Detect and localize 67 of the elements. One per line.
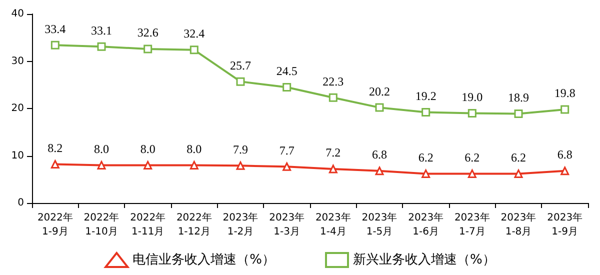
data-label: 8.0 bbox=[186, 142, 202, 156]
y-tick-label: 20 bbox=[11, 103, 24, 114]
data-label: 33.4 bbox=[44, 22, 66, 36]
data-label: 32.4 bbox=[184, 26, 205, 41]
point bbox=[375, 103, 384, 112]
point bbox=[97, 160, 106, 170]
data-label: 25.7 bbox=[230, 58, 251, 72]
data-label: 7.7 bbox=[279, 143, 294, 158]
point bbox=[190, 160, 198, 170]
data-label: 32.6 bbox=[137, 26, 158, 40]
data-label: 6.2 bbox=[418, 150, 434, 164]
data-label: 24.5 bbox=[276, 64, 298, 78]
data-label: 8.2 bbox=[48, 141, 63, 156]
legend-label: 新兴业务收入增速（%） bbox=[353, 252, 496, 268]
data-label: 22.3 bbox=[322, 74, 344, 88]
point bbox=[282, 162, 292, 171]
y-tick-label: 30 bbox=[11, 56, 24, 67]
point bbox=[422, 108, 430, 117]
point bbox=[328, 164, 338, 174]
point bbox=[514, 169, 523, 178]
data-label: 8.0 bbox=[140, 142, 156, 156]
point bbox=[144, 160, 152, 170]
point bbox=[190, 46, 198, 54]
data-label: 19.2 bbox=[415, 89, 436, 104]
x-tick-label: 2022年 1-10月 bbox=[84, 212, 120, 238]
point bbox=[422, 169, 430, 178]
x-tick-label: 2023年 1-4月 bbox=[315, 212, 351, 238]
data-label: 19.0 bbox=[462, 90, 483, 104]
point bbox=[514, 109, 523, 118]
point bbox=[236, 161, 245, 170]
point bbox=[375, 166, 384, 176]
data-label: 19.8 bbox=[554, 86, 576, 100]
y-tick-label: 10 bbox=[11, 150, 24, 162]
data-label: 6.2 bbox=[464, 150, 480, 164]
x-tick-label: 2023年 1-5月 bbox=[362, 212, 398, 238]
y-tick-label: 40 bbox=[11, 8, 24, 20]
x-tick-label: 2023年 1-8月 bbox=[500, 212, 536, 238]
x-tick-label: 2023年 1-9月 bbox=[547, 212, 583, 238]
data-label: 18.9 bbox=[508, 90, 529, 104]
data-label: 6.2 bbox=[511, 150, 526, 164]
point bbox=[236, 77, 245, 86]
x-tick-label: 2023年 1-7月 bbox=[454, 212, 490, 238]
point bbox=[560, 105, 570, 114]
data-label: 8.0 bbox=[94, 142, 109, 156]
x-tick-label: 2023年 1-3月 bbox=[269, 212, 305, 238]
point bbox=[50, 160, 60, 169]
x-tick-label: 2022年 1-11月 bbox=[130, 212, 166, 238]
x-tick-label: 2023年 1-6月 bbox=[408, 212, 444, 238]
point bbox=[468, 169, 476, 178]
data-label: 6.8 bbox=[372, 148, 387, 162]
y-tick-label: 0 bbox=[18, 198, 24, 208]
data-label: 33.1 bbox=[91, 23, 112, 38]
x-tick-label: 2023年 1-2月 bbox=[222, 212, 258, 238]
point bbox=[282, 82, 292, 92]
x-tick-label: 2022年 1-9月 bbox=[37, 212, 73, 238]
point bbox=[144, 44, 152, 54]
legend-label: 电信业务收入增速（%） bbox=[132, 252, 276, 268]
point bbox=[50, 40, 60, 50]
data-label: 7.9 bbox=[233, 142, 248, 156]
point bbox=[97, 42, 106, 51]
point bbox=[560, 166, 570, 176]
point bbox=[328, 93, 338, 102]
x-tick-label: 2022年 1-12月 bbox=[176, 212, 212, 238]
data-label: 7.2 bbox=[326, 146, 341, 160]
data-label: 6.8 bbox=[557, 148, 572, 162]
point bbox=[468, 108, 476, 118]
data-label: 20.2 bbox=[369, 84, 390, 98]
